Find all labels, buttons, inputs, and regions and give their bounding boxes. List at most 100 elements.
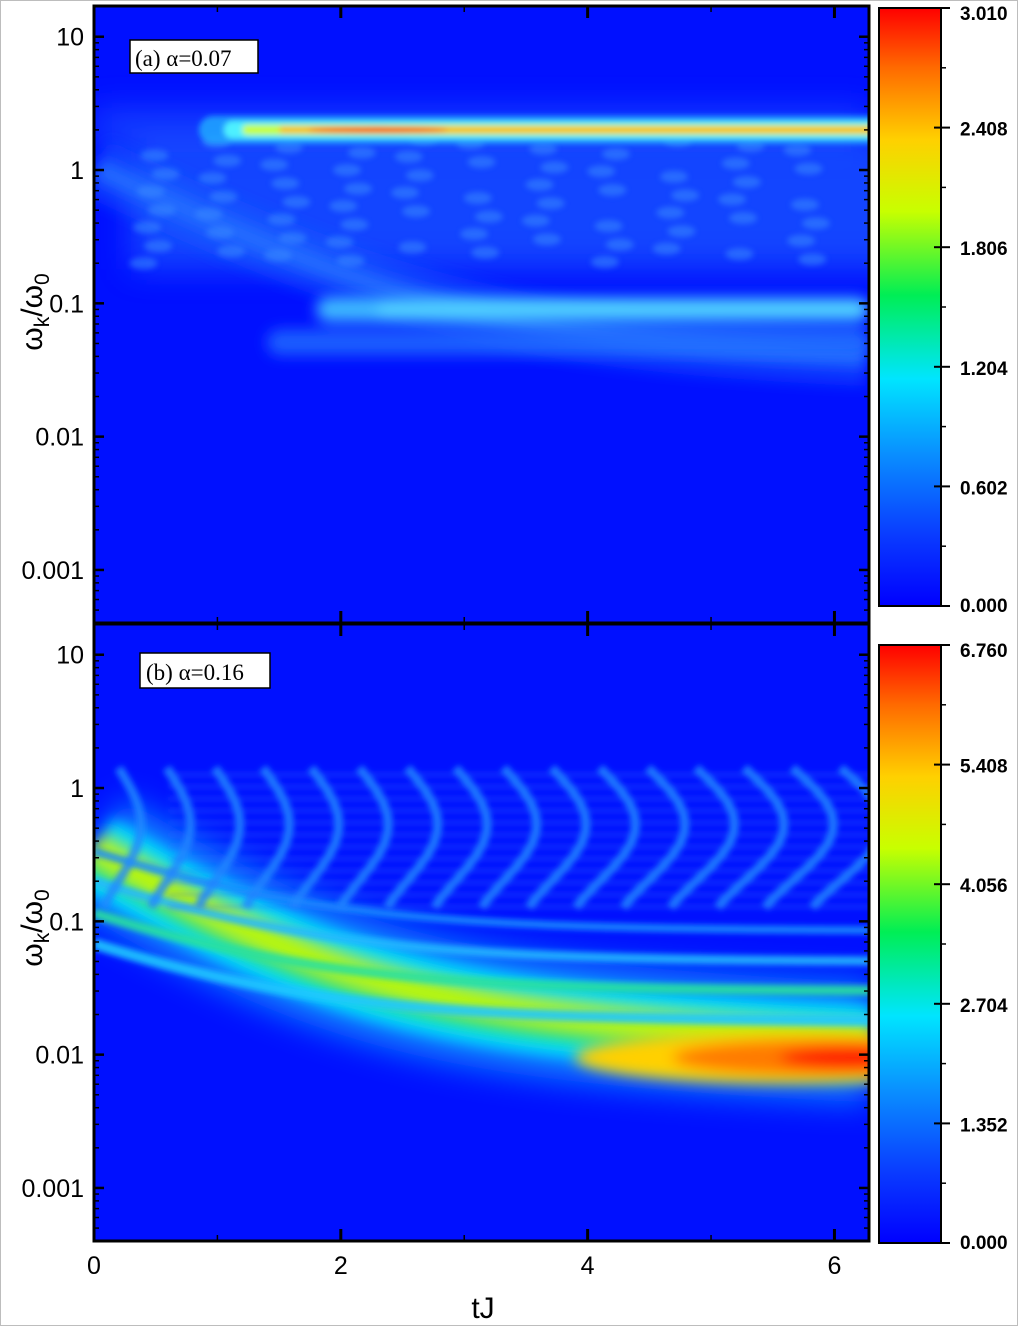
- oscillation-blob: [529, 142, 558, 155]
- oscillation-blob: [790, 198, 819, 211]
- x-axis-ticks-b: 0 2 4 6: [87, 624, 841, 1280]
- y-axis-ticks-b: 0.001 0.01 0.1 1 10: [21, 642, 869, 1242]
- oscillation-blob: [598, 184, 627, 197]
- interference-row: [168, 808, 869, 813]
- oscillation-blob: [801, 217, 830, 230]
- oscillation-blob: [260, 158, 289, 171]
- colorbar-tick-label: 4.056: [960, 876, 1008, 897]
- oscillation-blob: [729, 212, 758, 225]
- heatmap-a: [94, 6, 869, 623]
- interference-row: [168, 892, 869, 897]
- x-tick-label: 4: [581, 1252, 595, 1280]
- y-tick-label: 0.01: [35, 1042, 84, 1070]
- colorbar-tick-label: 3.010: [960, 4, 1008, 25]
- oscillation-blob: [133, 221, 162, 234]
- x-axis-label: tJ: [471, 1292, 494, 1325]
- fringe-band: [94, 938, 869, 1026]
- interference-row: [168, 820, 869, 825]
- colorbar-tick-label: 1.352: [960, 1115, 1008, 1136]
- interference-row: [168, 868, 869, 873]
- colorbar-tick-label: 1.806: [960, 239, 1008, 260]
- oscillation-blob: [667, 225, 696, 238]
- y-axis-label-b: ωk/ω0: [16, 889, 54, 966]
- panel-b: 0.001 0.01 0.1 1 10 0 2 4 6 (b) α=0.16 ωk/ω0 0.…: [16, 622, 1008, 1280]
- oscillation-blob: [525, 178, 554, 191]
- panel-label-b: (b) α=0.16: [139, 652, 271, 689]
- panel-label-box-b: [139, 652, 271, 689]
- oscillation-blob: [471, 246, 500, 259]
- oscillation-blob: [725, 248, 754, 261]
- y-tick-label: 10: [56, 24, 84, 52]
- colorbar-tick-label: 5.408: [960, 757, 1008, 778]
- oscillation-blob: [271, 177, 300, 190]
- y-tick-label: 0.1: [49, 908, 84, 936]
- oscillation-blob: [540, 161, 569, 174]
- oscillation-blob: [205, 226, 234, 239]
- x-axis-top-ticks-a: [92, 6, 836, 623]
- colorbar-tick-label: 2.408: [960, 120, 1008, 141]
- oscillation-blob: [798, 253, 827, 266]
- oscillation-blob: [463, 192, 492, 205]
- hot-region: [575, 1031, 869, 1084]
- low-band-fringe: [266, 329, 869, 356]
- oscillation-blob: [605, 238, 634, 251]
- low-band: [266, 297, 869, 356]
- panel-label-a: (a) α=0.07: [129, 39, 259, 74]
- oscillation-blob: [536, 197, 565, 210]
- oscillation-blob: [140, 149, 169, 162]
- oscillation-blob: [660, 170, 689, 183]
- interference-arc: [146, 765, 195, 910]
- oscillation-blob: [274, 141, 303, 154]
- panel-label-box-a: [129, 39, 259, 74]
- heatmap-b: [94, 624, 869, 1241]
- y-tick-label: 1: [70, 775, 84, 803]
- oscillation-blob: [136, 185, 165, 198]
- oscillation-blob: [144, 240, 173, 253]
- interference-row: [168, 856, 869, 861]
- oscillation-blob: [129, 257, 158, 270]
- oscillation-blob: [209, 190, 238, 203]
- oscillation-blob: [344, 182, 373, 195]
- y-tick-label: 0.1: [49, 290, 84, 318]
- oscillation-blob: [336, 254, 365, 267]
- oscillation-blob: [718, 193, 747, 206]
- oscillation-blob: [474, 210, 503, 223]
- oscillation-blob: [263, 249, 292, 262]
- colorbar-tick-label: 0.000: [960, 596, 1008, 617]
- oscillation-blob: [394, 150, 423, 163]
- x-tick-label: 6: [827, 1252, 841, 1280]
- oscillation-blob: [151, 168, 180, 181]
- interference-row: [168, 880, 869, 885]
- colorbar-tick-label: 0.000: [960, 1233, 1008, 1254]
- x-tick-label: 2: [334, 1252, 348, 1280]
- y-tick-label: 10: [56, 642, 84, 670]
- interference-arc: [99, 765, 146, 910]
- oscillation-blob: [398, 241, 427, 254]
- oscillation-blob: [590, 256, 619, 269]
- interference-row: [168, 832, 869, 837]
- oscillation-blob: [278, 232, 307, 245]
- colorbar-tick-label: 6.760: [960, 641, 1008, 662]
- hot-red: [779, 1045, 869, 1070]
- oscillation-blob: [671, 189, 700, 202]
- interference-row: [168, 904, 869, 909]
- oscillation-blob: [521, 214, 550, 227]
- oscillation-blob: [656, 206, 685, 219]
- interference-pattern: [99, 764, 869, 911]
- interference-row: [168, 844, 869, 849]
- y-tick-label: 0.001: [21, 557, 84, 585]
- oscillation-blob: [402, 205, 431, 218]
- low-band-bright: [377, 304, 869, 315]
- interference-row: [168, 784, 869, 789]
- oscillation-blob: [147, 204, 176, 217]
- oscillation-blob: [652, 242, 681, 255]
- panel-label-text-a: (a) α=0.07: [135, 46, 232, 71]
- y-tick-label: 0.01: [35, 424, 84, 452]
- interference-row: [168, 796, 869, 801]
- oscillation-blob: [267, 213, 296, 226]
- oscillation-blob: [532, 233, 561, 246]
- colorbar-gradient: [878, 644, 942, 1244]
- fringe-bands: [94, 847, 869, 1026]
